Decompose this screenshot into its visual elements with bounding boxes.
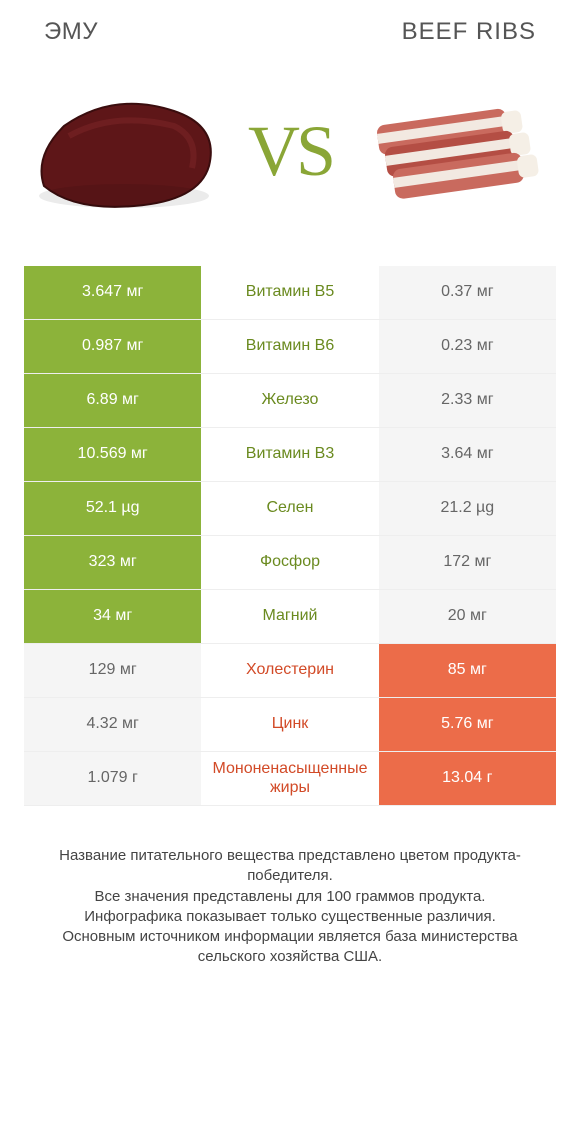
table-row: 3.647 мгВитамин B50.37 мг [24, 266, 556, 320]
nutrient-label: Мононенасыщенные жиры [201, 752, 378, 805]
left-value: 3.647 мг [24, 266, 201, 319]
nutrient-label: Цинк [201, 698, 378, 751]
nutrient-label: Фосфор [201, 536, 378, 589]
footnote-line: Инфографика показывает только существенн… [34, 907, 546, 927]
table-row: 6.89 мгЖелезо2.33 мг [24, 374, 556, 428]
right-value: 0.37 мг [379, 266, 556, 319]
table-row: 10.569 мгВитамин B33.64 мг [24, 428, 556, 482]
footnote-text: Название питательного вещества представл… [24, 846, 556, 968]
left-value: 4.32 мг [24, 698, 201, 751]
right-value: 85 мг [379, 644, 556, 697]
table-row: 34 мгМагний20 мг [24, 590, 556, 644]
table-row: 0.987 мгВитамин B60.23 мг [24, 320, 556, 374]
right-value: 0.23 мг [379, 320, 556, 373]
left-value: 34 мг [24, 590, 201, 643]
right-product-image [356, 76, 556, 226]
right-value: 20 мг [379, 590, 556, 643]
vs-label: VS [248, 110, 332, 193]
right-value: 5.76 мг [379, 698, 556, 751]
table-row: 129 мгХолестерин85 мг [24, 644, 556, 698]
hero-row: VS [24, 56, 556, 256]
emu-meat-icon [24, 76, 224, 226]
left-value: 323 мг [24, 536, 201, 589]
right-value: 21.2 µg [379, 482, 556, 535]
left-value: 129 мг [24, 644, 201, 697]
table-row: 52.1 µgСелен21.2 µg [24, 482, 556, 536]
right-value: 13.04 г [379, 752, 556, 805]
left-value: 52.1 µg [24, 482, 201, 535]
left-value: 6.89 мг [24, 374, 201, 427]
comparison-table: 3.647 мгВитамин B50.37 мг0.987 мгВитамин… [24, 266, 556, 806]
footnote-line: Все значения представлены для 100 граммо… [34, 887, 546, 907]
infographic-container: ЭМУ BEEF RIBS VS [0, 0, 580, 1144]
left-value: 0.987 мг [24, 320, 201, 373]
table-row: 323 мгФосфор172 мг [24, 536, 556, 590]
beef-ribs-icon [356, 76, 556, 226]
footnote-line: Название питательного вещества представл… [34, 846, 546, 887]
table-row: 1.079 гМононенасыщенные жиры13.04 г [24, 752, 556, 806]
left-value: 1.079 г [24, 752, 201, 805]
nutrient-label: Витамин B3 [201, 428, 378, 481]
left-product-image [24, 76, 224, 226]
header: ЭМУ BEEF RIBS [24, 18, 556, 56]
right-value: 172 мг [379, 536, 556, 589]
left-product-title: ЭМУ [44, 18, 98, 46]
nutrient-label: Железо [201, 374, 378, 427]
nutrient-label: Селен [201, 482, 378, 535]
nutrient-label: Витамин B5 [201, 266, 378, 319]
nutrient-label: Холестерин [201, 644, 378, 697]
nutrient-label: Витамин B6 [201, 320, 378, 373]
right-value: 2.33 мг [379, 374, 556, 427]
table-row: 4.32 мгЦинк5.76 мг [24, 698, 556, 752]
right-product-title: BEEF RIBS [402, 18, 536, 46]
right-value: 3.64 мг [379, 428, 556, 481]
left-value: 10.569 мг [24, 428, 201, 481]
footnote-line: Основным источником информации является … [34, 927, 546, 968]
nutrient-label: Магний [201, 590, 378, 643]
